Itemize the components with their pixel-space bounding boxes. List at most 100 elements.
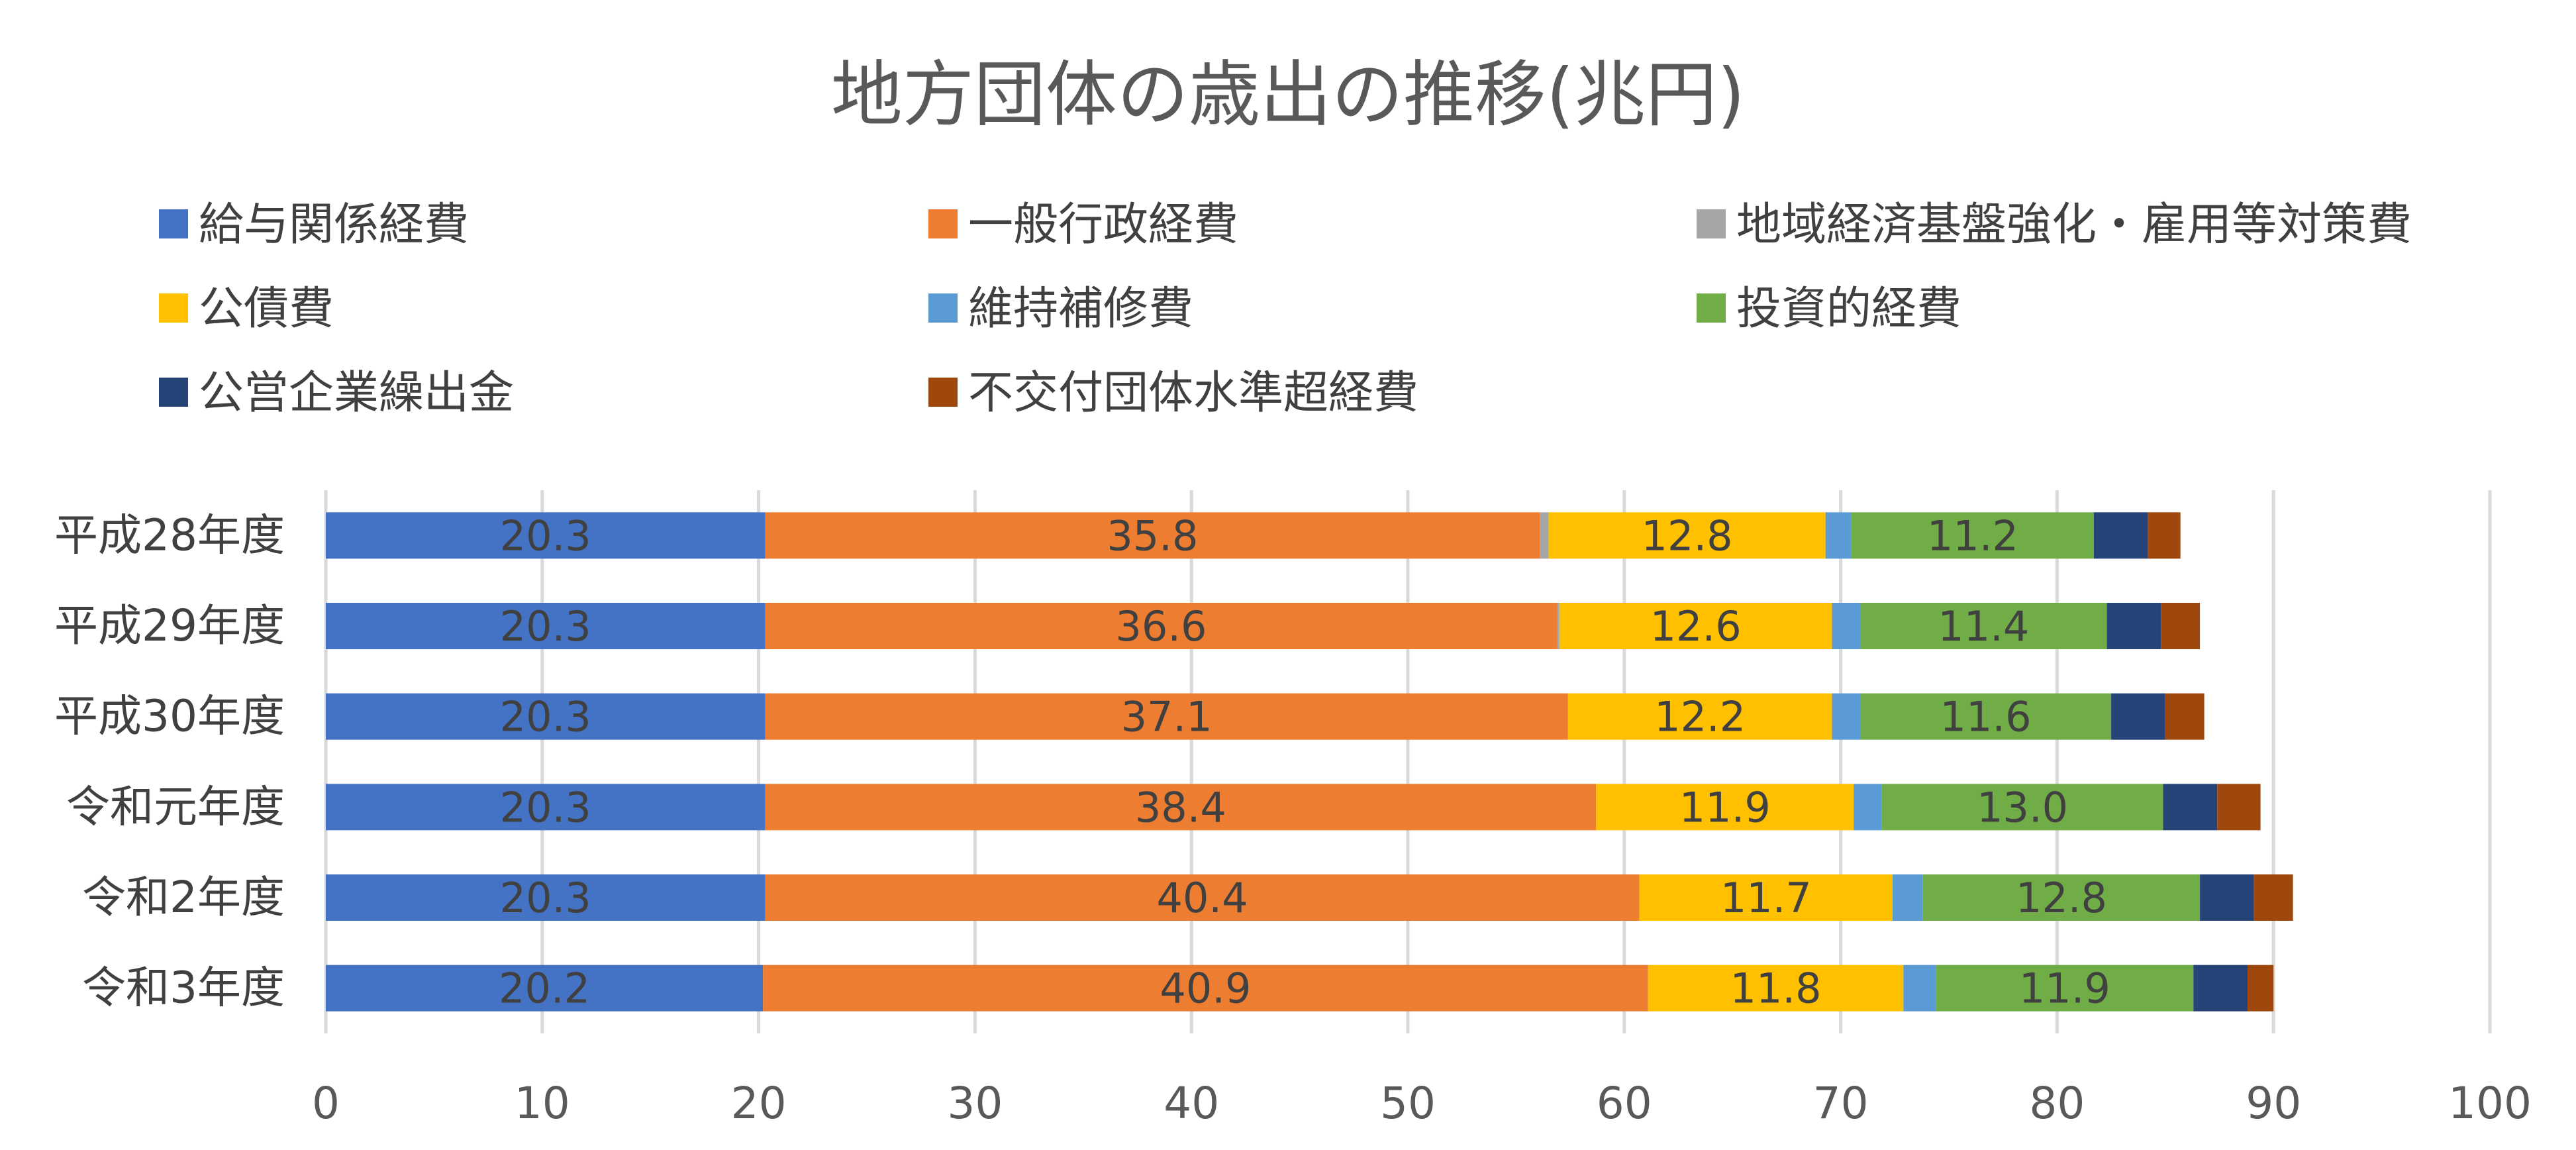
bar-segment — [2106, 603, 2161, 649]
data-label: 20.3 — [500, 602, 591, 651]
category-label: 令和元年度 — [66, 781, 285, 832]
data-label: 11.6 — [1940, 693, 2032, 741]
legend-item: 公営企業繰出金 — [159, 367, 514, 419]
bar-segment — [1881, 784, 2163, 831]
legend-swatch — [1697, 293, 1726, 323]
bar-segment — [765, 874, 1640, 921]
category-label: 平成28年度 — [54, 509, 285, 560]
bar-segment — [1648, 965, 1904, 1012]
legend-label: 公債費 — [199, 283, 334, 335]
bar-segment — [763, 965, 1648, 1012]
legend-item: 不交付団体水準超経費 — [928, 367, 1418, 419]
data-label: 36.6 — [1115, 602, 1207, 651]
legend-swatch — [928, 378, 958, 407]
legend-item: 一般行政経費 — [928, 199, 1238, 251]
legend-label: 投資的経費 — [1736, 283, 1961, 335]
legend-label: 公営企業繰出金 — [199, 367, 514, 419]
x-tick-label: 50 — [1380, 1078, 1436, 1129]
legend-label: 一般行政経費 — [968, 199, 1238, 251]
data-label: 20.3 — [500, 783, 591, 831]
data-label: 35.8 — [1107, 511, 1198, 560]
bar-segment — [2200, 874, 2254, 921]
bar-segment — [2093, 512, 2148, 559]
data-label: 20.3 — [500, 874, 591, 922]
legend-swatch — [159, 293, 188, 323]
bar-segment — [1832, 693, 1861, 740]
bars — [326, 512, 2293, 1012]
data-label: 12.8 — [2016, 874, 2107, 922]
data-label: 20.3 — [500, 511, 591, 560]
data-label: 13.0 — [1977, 783, 2068, 831]
bar-segment — [2217, 784, 2261, 831]
bar-segment — [1936, 965, 2194, 1012]
x-tick-label: 10 — [515, 1078, 570, 1129]
gridlines — [324, 490, 2492, 1033]
x-tick-label: 80 — [2029, 1078, 2085, 1129]
bar-segment — [1832, 603, 1861, 649]
data-label: 12.8 — [1642, 511, 1733, 560]
bar-segment — [1825, 512, 1852, 559]
data-label: 11.8 — [1730, 965, 1822, 1013]
data-label: 11.9 — [2019, 965, 2110, 1013]
legend-label: 給与関係経費 — [199, 199, 469, 251]
legend-label: 維持補修費 — [968, 283, 1193, 335]
bar-segment — [1639, 874, 1893, 921]
x-axis-ticks: 0 10 20 30 40 50 60 70 80 90 100 — [312, 1078, 2532, 1129]
x-tick-label: 0 — [312, 1078, 340, 1129]
bar-segment — [2148, 512, 2181, 559]
bar-segment — [2111, 693, 2165, 740]
bar-segment — [2161, 603, 2201, 649]
data-label: 11.9 — [1679, 783, 1771, 831]
bar-segment — [326, 512, 766, 559]
data-label: 12.6 — [1650, 602, 1742, 651]
legend-swatch — [1697, 209, 1726, 238]
bar-segment — [1893, 874, 1923, 921]
data-label: 11.2 — [1927, 511, 2018, 560]
legend-label: 不交付団体水準超経費 — [968, 367, 1418, 419]
bar-segment — [1548, 512, 1826, 559]
bar-segment — [326, 965, 764, 1012]
legend-swatch — [928, 209, 958, 238]
chart-title: 地方団体の歳出の推移(兆円) — [831, 54, 1745, 136]
bar-segment — [326, 784, 766, 831]
category-label: 平成29年度 — [54, 600, 285, 651]
x-tick-label: 90 — [2246, 1078, 2301, 1129]
bar-segment — [2247, 965, 2274, 1012]
bar-segment — [1860, 603, 2107, 649]
bar-segment — [765, 784, 1597, 831]
x-tick-label: 100 — [2448, 1078, 2532, 1129]
category-label: 令和3年度 — [82, 963, 285, 1014]
legend-label: 地域経済基盤強化・雇用等対策費 — [1736, 199, 2412, 251]
data-label: 11.4 — [1938, 602, 2029, 651]
bar-segment — [2165, 693, 2204, 740]
bar-segment — [1851, 512, 2094, 559]
category-label: 平成30年度 — [54, 691, 285, 742]
legend-item: 維持補修費 — [928, 283, 1193, 335]
data-label: 38.4 — [1135, 783, 1226, 831]
legend-item: 投資的経費 — [1697, 283, 1961, 335]
data-label: 40.4 — [1157, 874, 1248, 922]
bar-segment — [326, 874, 766, 921]
legend-item: 地域経済基盤強化・雇用等対策費 — [1697, 199, 2412, 251]
category-label: 令和2年度 — [82, 872, 285, 923]
x-tick-label: 40 — [1164, 1078, 1219, 1129]
data-label: 37.1 — [1121, 693, 1213, 741]
data-label: 20.3 — [500, 693, 591, 741]
data-labels: 20.3 35.8 12.8 11.2 20.3 36.6 12.6 11.4 20.3 37.1… — [499, 511, 2110, 1012]
bar-segment — [326, 603, 766, 649]
bar-segment — [1540, 512, 1549, 559]
bar-segment — [1567, 693, 1832, 740]
data-label: 20.2 — [499, 965, 590, 1013]
x-tick-label: 60 — [1597, 1078, 1652, 1129]
bar-segment — [765, 512, 1540, 559]
bar-segment — [765, 603, 1558, 649]
x-tick-label: 30 — [947, 1078, 1003, 1129]
bar-segment — [1860, 693, 2112, 740]
bar-segment — [2163, 784, 2218, 831]
legend-item: 給与関係経費 — [159, 199, 469, 251]
data-label: 12.2 — [1654, 693, 1746, 741]
